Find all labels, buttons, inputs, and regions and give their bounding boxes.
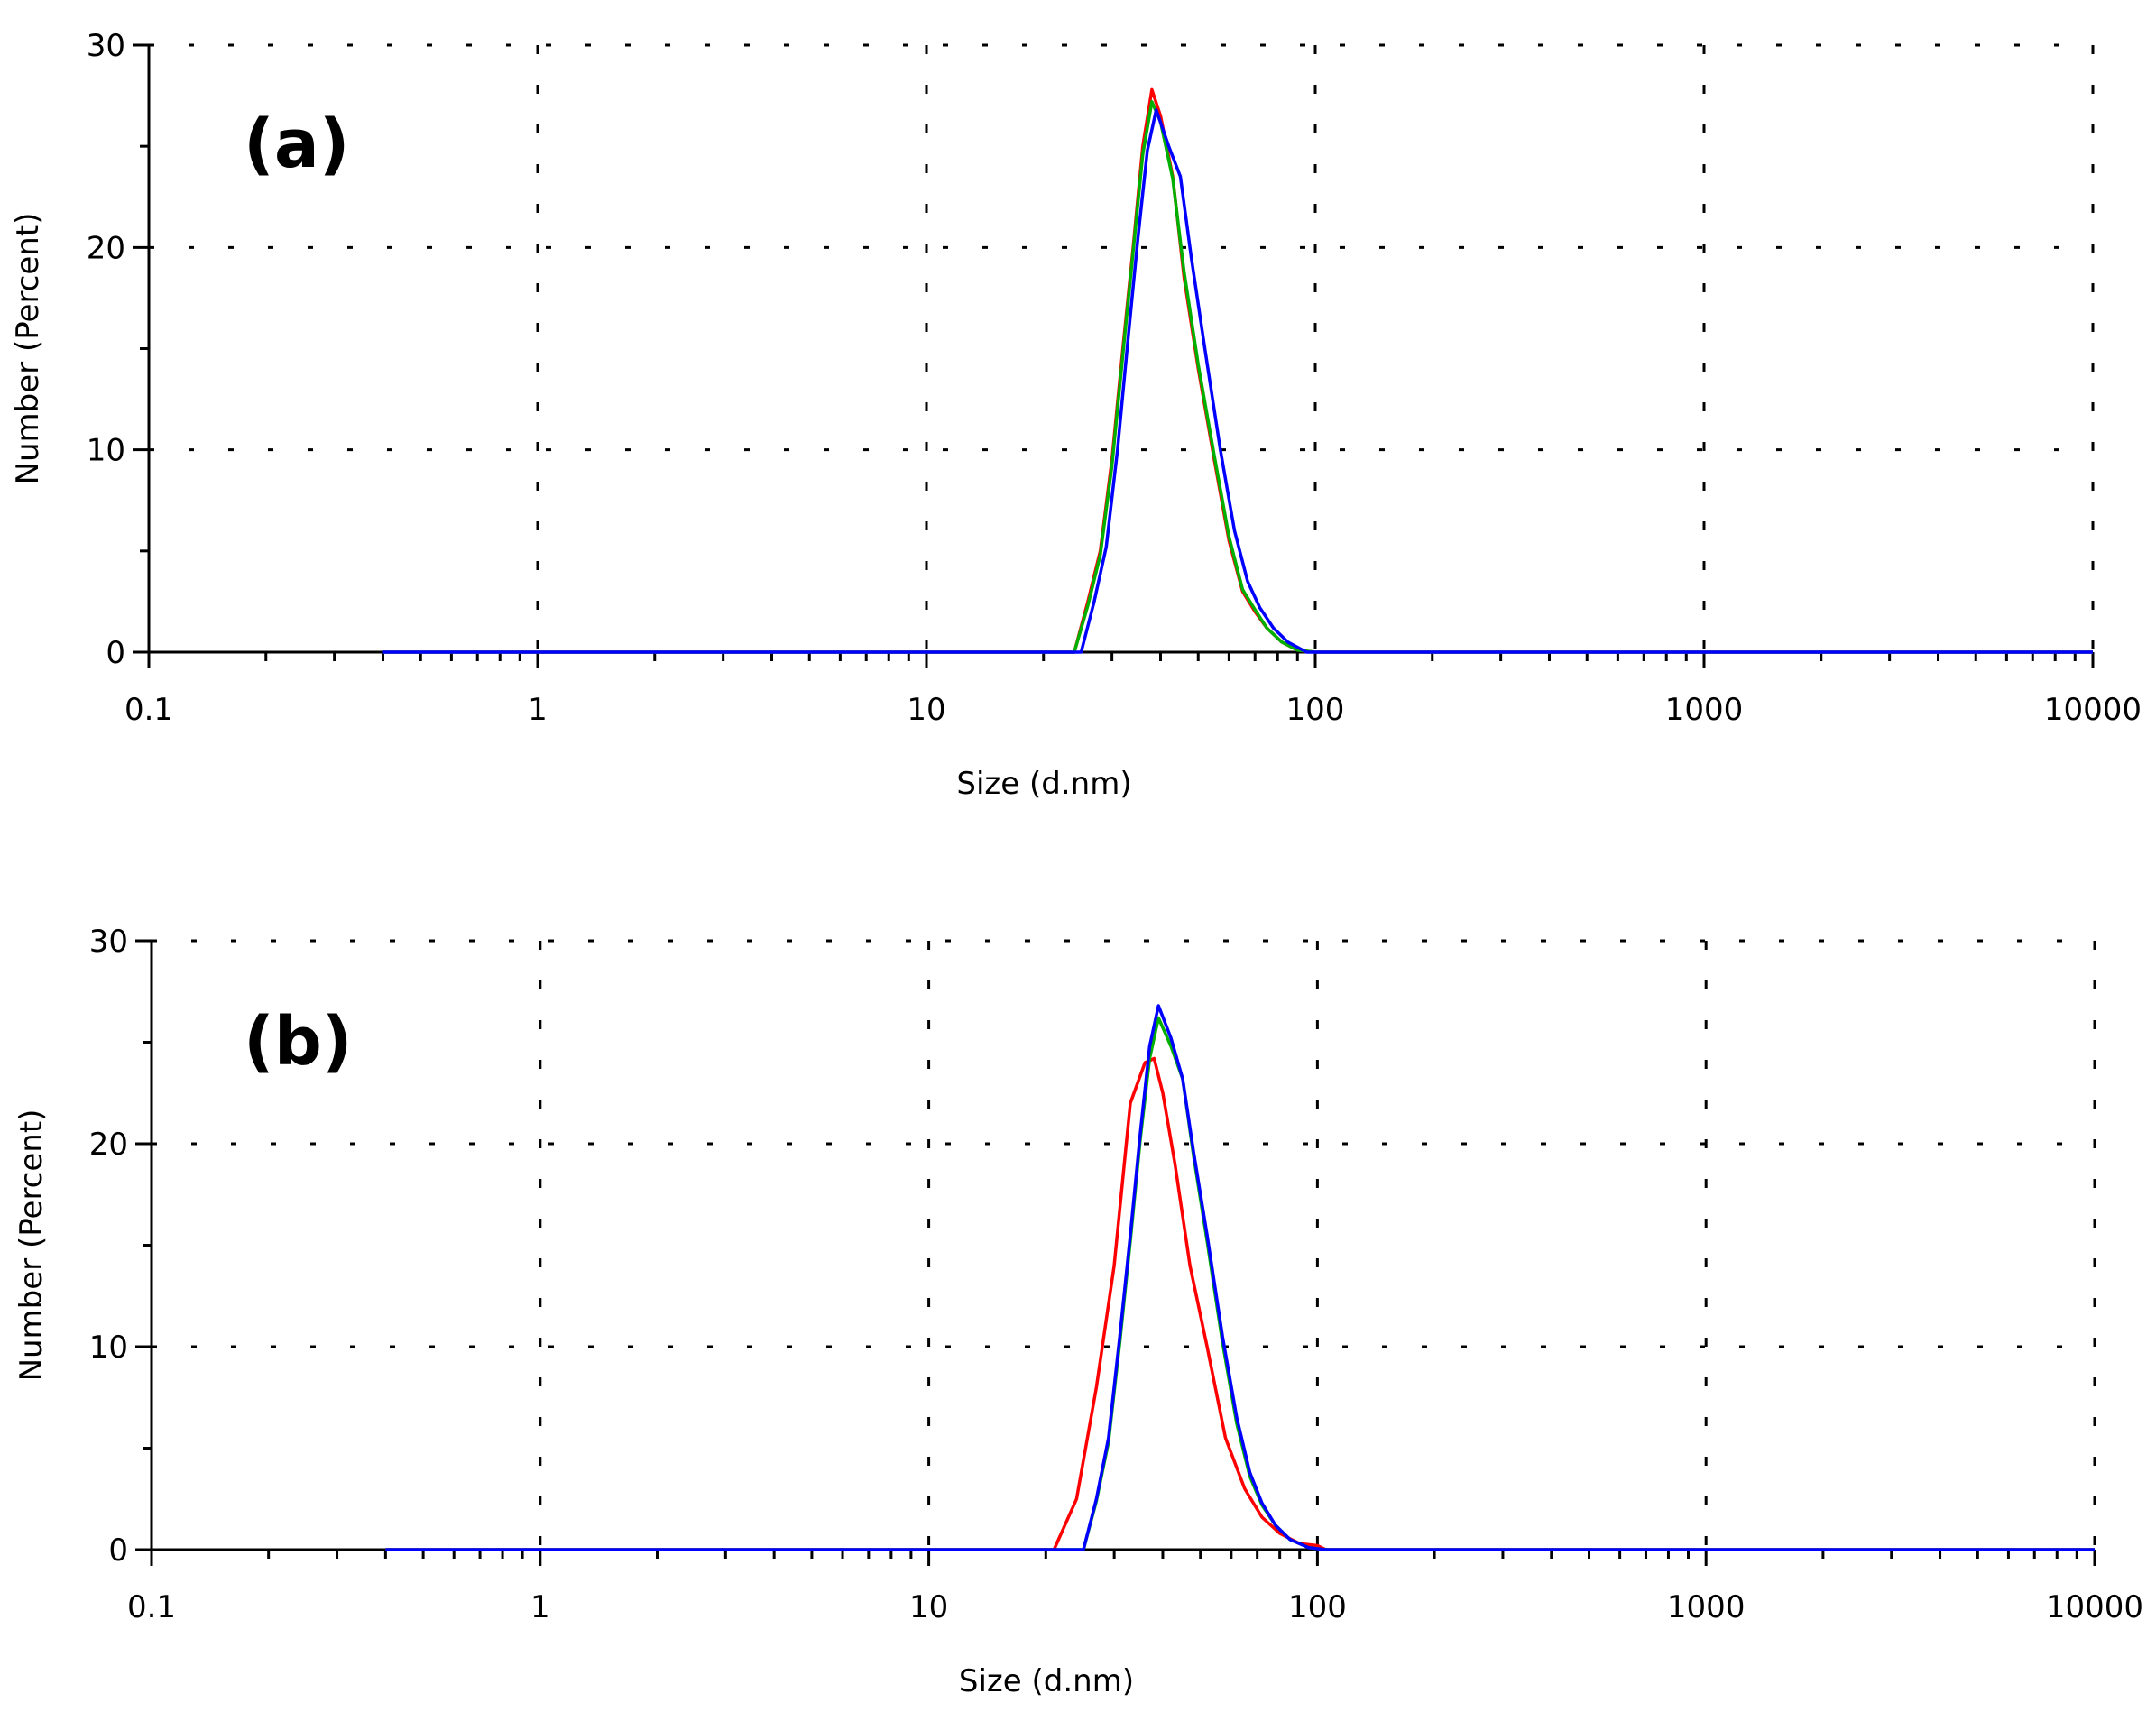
x-tick-label: 10000	[2046, 1589, 2143, 1625]
y-tick-label: 10	[89, 1330, 128, 1366]
x-tick-label: 1000	[1667, 1589, 1746, 1625]
y-tick-label: 20	[87, 230, 125, 266]
y-tick-label: 0	[108, 1533, 128, 1569]
x-tick-label: 1	[528, 692, 548, 728]
x-tick-label: 10	[909, 1589, 948, 1625]
y-tick-label: 30	[87, 28, 125, 64]
series-line-green	[385, 1016, 2095, 1551]
x-axis-label: Size (d.nm)	[959, 1663, 1134, 1699]
x-tick-label: 10000	[2044, 692, 2142, 728]
y-tick-label: 20	[89, 1127, 128, 1163]
x-axis-label: Size (d.nm)	[956, 766, 1131, 802]
series-line-green	[382, 100, 2093, 654]
x-tick-label: 100	[1286, 692, 1345, 728]
series-line-blue	[382, 108, 2093, 654]
y-tick-label: 10	[87, 433, 125, 469]
y-tick-label: 0	[106, 635, 125, 671]
series-line-blue	[385, 1004, 2095, 1551]
chart-panel-a: 0 10 20 30 0.1 1 10 100 1000 10000 Size (d.nm) Numb…	[10, 28, 2142, 802]
x-tick-label: 10	[907, 692, 945, 728]
x-tick-label: 0.1	[124, 692, 173, 728]
panel-label: (b)	[244, 1003, 353, 1081]
y-tick-label: 30	[89, 924, 128, 960]
series-line-red	[385, 1056, 2095, 1551]
x-tick-label: 1000	[1665, 692, 1744, 728]
x-tick-label: 0.1	[127, 1589, 176, 1625]
y-axis-label: Number (Percent)	[10, 213, 46, 485]
y-axis-label: Number (Percent)	[14, 1109, 50, 1382]
x-tick-label: 1	[530, 1589, 550, 1625]
chart-panel-b: 0 10 20 30 0.1 1 10 100 1000 10000 Size (d.nm) Numb…	[14, 924, 2143, 1699]
x-tick-label: 100	[1288, 1589, 1347, 1625]
panel-label: (a)	[244, 106, 350, 183]
